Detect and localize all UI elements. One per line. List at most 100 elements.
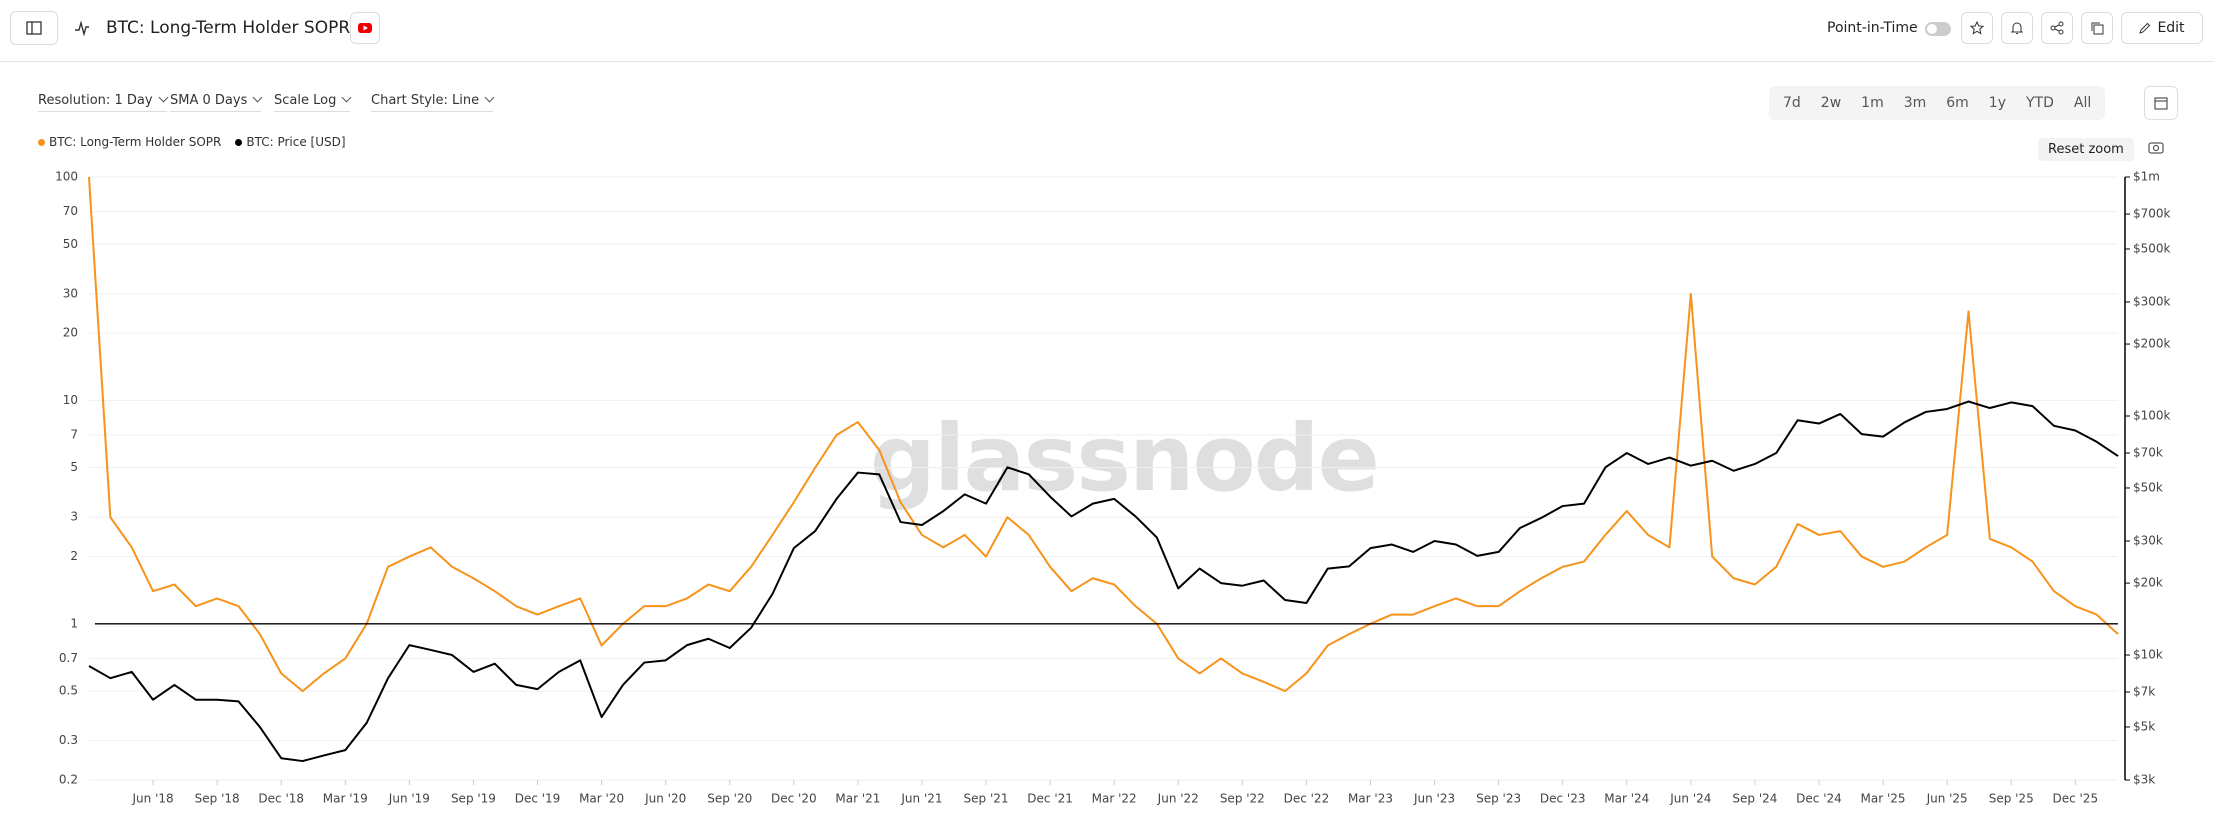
alert-button[interactable] — [2001, 12, 2033, 44]
x-tick-label: Jun '19 — [388, 792, 430, 806]
y-tick-label: 0.7 — [59, 651, 78, 665]
calendar-icon — [2154, 97, 2168, 110]
series-line — [88, 176, 2119, 693]
x-tick-label: Sep '22 — [1220, 792, 1265, 806]
youtube-icon — [358, 23, 372, 33]
y-tick-label: 1 — [70, 616, 78, 630]
legend-item[interactable]: BTC: Price [USD] — [235, 135, 346, 149]
x-tick-label: Jun '21 — [900, 792, 942, 806]
reset-zoom-button[interactable]: Reset zoom — [2038, 138, 2134, 161]
y2-tick-label: $5k — [2133, 719, 2155, 733]
x-tick-label: Dec '25 — [2052, 792, 2098, 806]
range-button[interactable]: 6m — [1946, 95, 1969, 111]
x-tick-label: Dec '18 — [258, 792, 304, 806]
y2-tick-label: $50k — [2133, 480, 2163, 494]
star-button[interactable] — [1961, 12, 1993, 44]
y-tick-label: 0.2 — [59, 773, 78, 787]
sidebar-toggle[interactable] — [10, 11, 58, 45]
toggle-knob — [1927, 24, 1937, 34]
x-tick-label: Jun '20 — [644, 792, 686, 806]
y-tick-label: 5 — [70, 460, 78, 474]
x-tick-label: Jun '23 — [1413, 792, 1455, 806]
y2-tick-label: $1m — [2133, 170, 2160, 184]
range-button[interactable]: 3m — [1903, 95, 1927, 111]
resolution-dropdown[interactable]: Resolution: 1 Day — [38, 93, 167, 112]
edit-button[interactable]: Edit — [2121, 12, 2203, 44]
legend-dot — [38, 139, 45, 146]
style-dropdown[interactable]: Chart Style: Line — [371, 93, 494, 112]
x-tick-label: Sep '19 — [451, 792, 496, 806]
x-tick-label: Mar '25 — [1861, 792, 1906, 806]
x-tick-label: Dec '24 — [1796, 792, 1842, 806]
metric-icon — [75, 20, 89, 36]
range-group: 7d 2w 1m 3m 6m 1y YTD All — [1769, 86, 2106, 120]
sidebar-icon — [26, 21, 42, 35]
range-button[interactable]: 7d — [1783, 95, 1801, 111]
legend-dot — [235, 139, 243, 146]
edit-label: Edit — [2157, 20, 2185, 36]
bell-icon — [2010, 22, 2024, 34]
share-button[interactable] — [2041, 12, 2073, 44]
x-tick-label: Dec '20 — [771, 792, 817, 806]
range-button[interactable]: 2w — [1820, 95, 1842, 111]
y2-tick-label: $500k — [2133, 241, 2171, 255]
range-button[interactable]: YTD — [2026, 95, 2054, 111]
y2-tick-label: $300k — [2133, 294, 2171, 308]
x-tick-label: Dec '23 — [1540, 792, 1586, 806]
x-tick-label: Mar '19 — [323, 792, 368, 806]
y2-tick-label: $3k — [2133, 773, 2155, 787]
x-tick-label: Sep '24 — [1732, 792, 1777, 806]
x-tick-label: Mar '22 — [1092, 792, 1137, 806]
star-icon — [1970, 21, 1984, 35]
copy-button[interactable] — [2081, 12, 2113, 44]
y2-tick-label: $700k — [2133, 207, 2171, 221]
page-title: BTC: Long-Term Holder SOPR — [106, 18, 351, 38]
x-tick-label: Jun '25 — [1926, 792, 1968, 806]
y2-tick-label: $7k — [2133, 685, 2155, 699]
x-tick-label: Dec '21 — [1027, 792, 1073, 806]
y-tick-label: 7 — [70, 428, 78, 442]
video-button[interactable] — [350, 12, 380, 44]
range-button[interactable]: 1y — [1988, 95, 2006, 111]
calendar-button[interactable] — [2144, 86, 2178, 120]
x-tick-label: Sep '25 — [1989, 792, 2034, 806]
y-tick-label: 20 — [63, 326, 78, 340]
x-tick-label: Jun '22 — [1157, 792, 1199, 806]
y-tick-label: 3 — [70, 510, 78, 524]
y-tick-label: 30 — [63, 286, 78, 300]
legend-label: BTC: Long-Term Holder SOPR — [49, 135, 222, 149]
range-button[interactable]: 1m — [1861, 95, 1884, 111]
y2-tick-label: $100k — [2133, 409, 2171, 423]
camera-icon[interactable] — [2148, 140, 2164, 154]
x-tick-label: Sep '20 — [707, 792, 752, 806]
legend-label: BTC: Price [USD] — [246, 135, 346, 149]
x-tick-label: Sep '18 — [195, 792, 240, 806]
series-line — [88, 400, 2119, 763]
scale-dropdown[interactable]: Scale Log — [274, 93, 351, 112]
y-tick-label: 10 — [63, 393, 78, 407]
x-tick-label: Sep '21 — [964, 792, 1009, 806]
y2-tick-label: $200k — [2133, 337, 2171, 351]
legend: BTC: Long-Term Holder SOPR BTC: Price [US… — [38, 135, 360, 149]
legend-item[interactable]: BTC: Long-Term Holder SOPR — [38, 135, 221, 149]
y2-tick-label: $70k — [2133, 446, 2163, 460]
top-bar — [0, 0, 2214, 62]
x-tick-label: Mar '21 — [835, 792, 880, 806]
x-tick-label: Sep '23 — [1476, 792, 1521, 806]
x-tick-label: Mar '20 — [579, 792, 624, 806]
y-tick-label: 50 — [63, 237, 78, 251]
x-tick-label: Dec '22 — [1284, 792, 1330, 806]
y-tick-label: 2 — [70, 549, 78, 563]
sma-dropdown[interactable]: SMA 0 Days — [170, 93, 262, 112]
toggle[interactable] — [1925, 22, 1951, 36]
range-button[interactable]: All — [2073, 95, 2092, 111]
pencil-icon — [2139, 22, 2151, 34]
y2-tick-label: $20k — [2133, 576, 2163, 590]
y-tick-label: 70 — [63, 204, 78, 218]
x-tick-label: Dec '19 — [515, 792, 561, 806]
copy-icon — [2091, 22, 2104, 35]
y2-tick-label: $10k — [2133, 648, 2163, 662]
y2-tick-label: $30k — [2133, 533, 2163, 547]
